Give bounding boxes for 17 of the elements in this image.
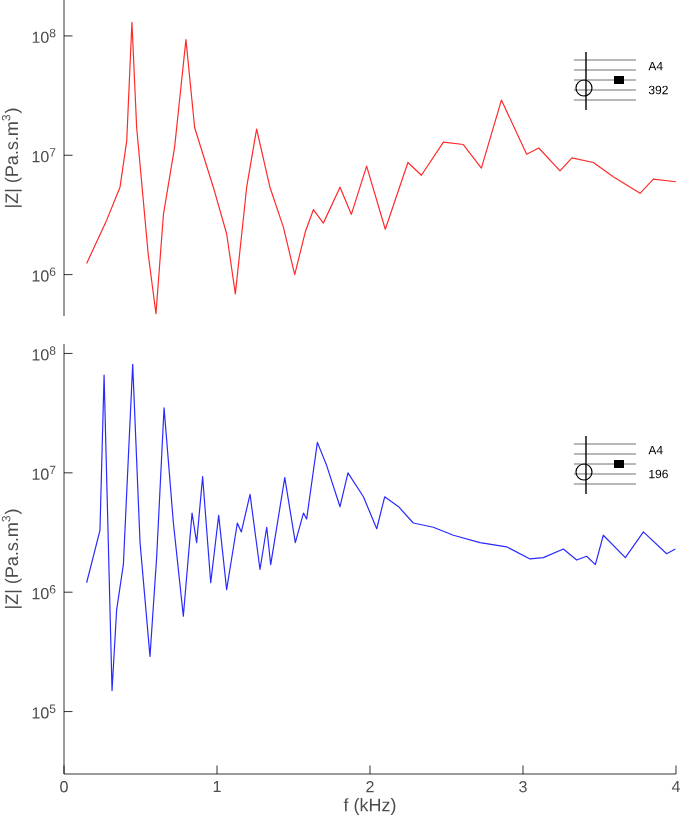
x-axis-title: f (kHz) bbox=[343, 798, 396, 815]
x-tick-label: 1 bbox=[213, 781, 221, 793]
y-axis-title: |Z| (Pa.s.m$^{3}$) bbox=[1, 509, 22, 608]
y-tick-label: 10$^{7}$ bbox=[32, 148, 56, 163]
x-tick-label: 4 bbox=[671, 781, 680, 793]
x-tick-label: 0 bbox=[60, 781, 68, 793]
y-axis-title: |Z| (Pa.s.m$^{3}$) bbox=[1, 108, 22, 207]
line-series bbox=[86, 363, 676, 692]
y-tick-label: 10$^{7}$ bbox=[32, 465, 56, 480]
y-tick-label: 10$^{6}$ bbox=[32, 585, 56, 600]
y-tick-label: 10$^{5}$ bbox=[32, 704, 56, 719]
line-series bbox=[86, 21, 676, 315]
x-tick-label: 2 bbox=[366, 781, 374, 793]
y-tick-label: 10$^{8}$ bbox=[32, 28, 56, 44]
y-tick-label: 10$^{8}$ bbox=[32, 346, 56, 361]
y-tick-label: 10$^{6}$ bbox=[32, 267, 56, 282]
x-tick-label: 3 bbox=[519, 781, 527, 793]
